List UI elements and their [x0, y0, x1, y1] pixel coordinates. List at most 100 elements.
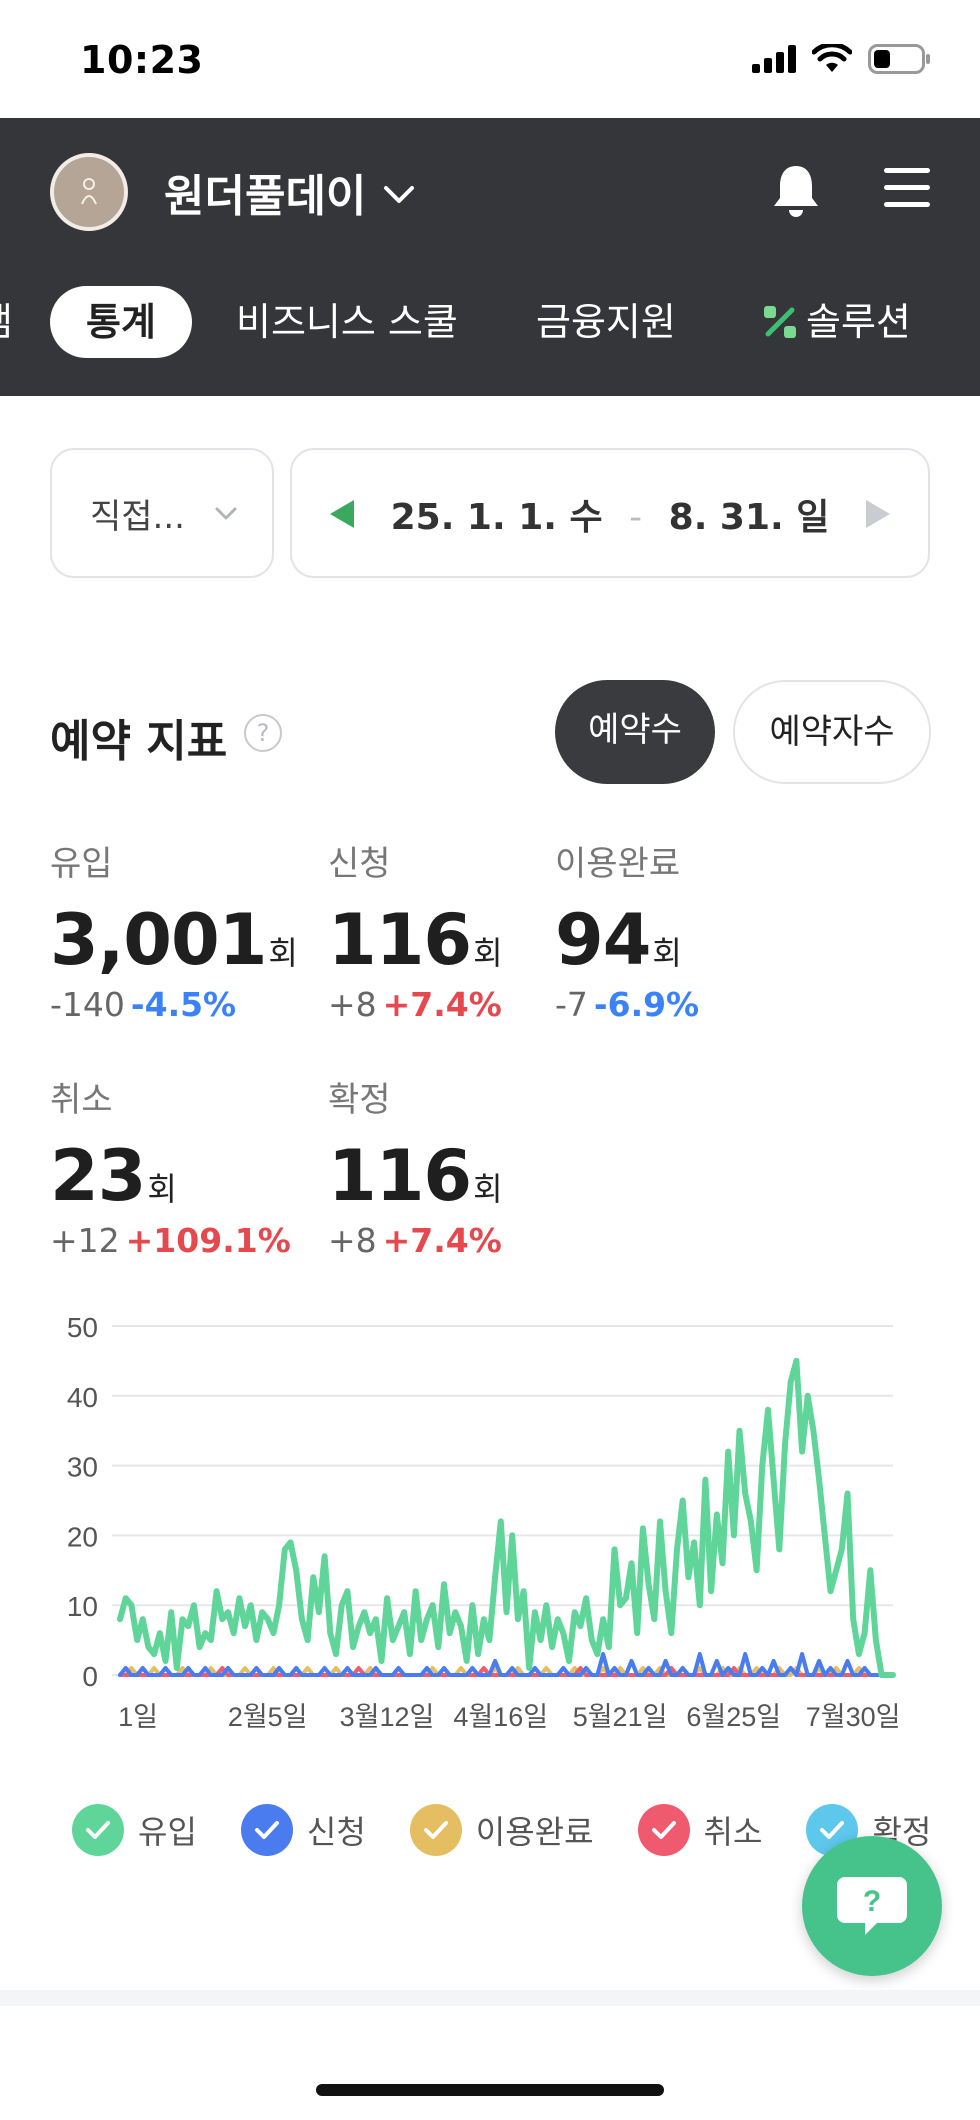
check-icon [637, 1804, 690, 1856]
metric-value: 94 [555, 899, 651, 981]
metric-unit: 회 [473, 1170, 503, 1208]
help-chat-icon: ? [837, 1877, 907, 1935]
metric-unit: 회 [268, 934, 298, 972]
chart-svg: 0 10 20 30 40 50 1일 2월5일 3월12일 4월16일 5월21일 6월25일 7월3… [67, 1312, 901, 1732]
y-tick-label: 20 [67, 1521, 98, 1552]
y-tick-label: 40 [67, 1382, 98, 1413]
metric-inflow: 유입 3,001회 -140 -4.5% [50, 836, 298, 1024]
legend-label: 유입 [138, 1813, 197, 1851]
y-tick-label: 50 [67, 1312, 98, 1343]
tab-business-school[interactable]: 비즈니스 스쿨 [236, 300, 458, 344]
legend-label: 취소 [703, 1813, 763, 1851]
logo-icon [81, 178, 97, 205]
toggle-reservation-count[interactable]: 예약수 [555, 680, 715, 784]
check-icon [72, 1804, 124, 1856]
metric-value: 116 [328, 1135, 472, 1217]
next-arrow-icon[interactable] [864, 498, 892, 530]
status-bar: 10:23 [0, 0, 980, 118]
metric-delta-pct: +7.4% [382, 1221, 502, 1260]
metric-value: 116 [328, 899, 472, 981]
x-tick-label: 3월12일 [340, 1702, 435, 1732]
wifi-icon [812, 44, 852, 72]
business-name: 원더풀데이 [164, 171, 367, 222]
tab-financial-support[interactable]: 금융지원 [536, 300, 676, 344]
chevron-down-icon [384, 186, 415, 203]
y-tick-label: 10 [67, 1591, 98, 1622]
chart-legend: 유입 신청 이용완료 취소 확정 [72, 1804, 975, 1856]
status-icons [752, 44, 932, 74]
series-line-0 [117, 1357, 896, 1678]
tab-solution-label: 솔루션 [806, 300, 911, 344]
date-separator: - [629, 497, 643, 538]
y-tick-label: 30 [67, 1452, 98, 1483]
metric-delta-pct: +7.4% [382, 985, 502, 1024]
date-end: 8. 31. 일 [668, 497, 830, 538]
legend-item-apply[interactable]: 신청 [240, 1804, 366, 1856]
x-tick-label: 5월21일 [573, 1702, 668, 1732]
app-header: 원더풀데이 캠 통계 비즈니스 스쿨 금융지원 솔루션 [0, 118, 980, 396]
solution-icon [764, 306, 796, 338]
metric-apply: 신청 116회 +8 +7.4% [328, 836, 503, 1024]
x-tick-label: 1일 [118, 1702, 158, 1732]
metric-delta-abs: +12 [50, 1221, 120, 1260]
svg-text:?: ? [863, 1885, 881, 1918]
metric-label: 유입 [50, 844, 113, 884]
x-tick-label: 7월30일 [806, 1702, 901, 1732]
section-divider [0, 1990, 980, 2006]
metric-label: 이용완료 [555, 844, 681, 884]
metric-complete: 이용완료 94회 -7 -6.9% [555, 836, 699, 1024]
help-chat-button[interactable]: ? [802, 1836, 942, 1976]
toggle-reserver-count[interactable]: 예약자수 [733, 680, 931, 784]
bell-icon[interactable] [770, 162, 822, 218]
date-range-text: 25. 1. 1. 수 - 8. 31. 일 [292, 488, 928, 540]
legend-label: 이용완료 [475, 1813, 594, 1851]
metric-confirm: 확정 116회 +8 +7.4% [328, 1072, 503, 1260]
metric-label: 취소 [50, 1080, 113, 1120]
date-range-picker[interactable]: 25. 1. 1. 수 - 8. 31. 일 [290, 448, 930, 578]
business-avatar [50, 153, 128, 231]
business-switcher[interactable]: 원더풀데이 [50, 153, 416, 231]
reservation-chart: 0 10 20 30 40 50 1일 2월5일 3월12일 4월16일 5월21일 6월25일 7월3… [0, 1290, 980, 1760]
status-time: 10:23 [80, 38, 204, 82]
metric-unit: 회 [652, 934, 682, 972]
date-start: 25. 1. 1. 수 [390, 497, 603, 538]
tab-solution[interactable]: 솔루션 [762, 286, 911, 358]
period-select-value: 직접... [90, 496, 185, 537]
prev-arrow-icon[interactable] [328, 498, 356, 530]
metric-delta-abs: -7 [555, 985, 588, 1024]
top-tabs: 캠 통계 비즈니스 스쿨 금융지원 솔루션 [0, 286, 980, 358]
metric-delta-abs: +8 [328, 985, 377, 1024]
period-select[interactable]: 직접... [50, 448, 274, 578]
help-icon[interactable]: ? [244, 714, 282, 752]
battery-icon [868, 44, 930, 74]
series-line-1 [118, 1652, 895, 1677]
metric-value: 23 [50, 1135, 146, 1217]
legend-item-inflow[interactable]: 유입 [72, 1804, 197, 1856]
check-icon [240, 1804, 293, 1856]
legend-item-cancel[interactable]: 취소 [637, 1804, 763, 1856]
signal-icon [752, 45, 796, 73]
metric-delta-pct: -6.9% [593, 985, 700, 1024]
metric-delta-abs: -140 [50, 985, 125, 1024]
legend-item-complete[interactable]: 이용완료 [409, 1804, 594, 1856]
home-indicator [316, 2084, 664, 2096]
menu-icon[interactable] [884, 168, 930, 208]
x-tick-label: 2월5일 [228, 1702, 308, 1732]
tab-campaign[interactable]: 캠 [0, 286, 13, 358]
metric-delta-pct: -4.5% [130, 985, 237, 1024]
metric-value: 3,001 [50, 899, 267, 981]
metric-label: 신청 [328, 844, 391, 884]
check-icon [409, 1804, 462, 1856]
metric-unit: 회 [473, 934, 503, 972]
metric-delta-abs: +8 [328, 1221, 377, 1260]
metric-cancel: 취소 23회 +12 +109.1% [50, 1072, 291, 1260]
metric-delta-pct: +109.1% [125, 1221, 291, 1260]
metric-label: 확정 [328, 1080, 391, 1120]
tab-statistics[interactable]: 통계 [50, 286, 192, 358]
x-tick-label: 6월25일 [686, 1702, 781, 1732]
chevron-down-icon [215, 507, 237, 520]
legend-label: 신청 [306, 1813, 366, 1851]
metric-unit: 회 [147, 1170, 177, 1208]
section-title: 예약 지표 [50, 716, 228, 767]
x-tick-label: 4월16일 [453, 1702, 548, 1732]
